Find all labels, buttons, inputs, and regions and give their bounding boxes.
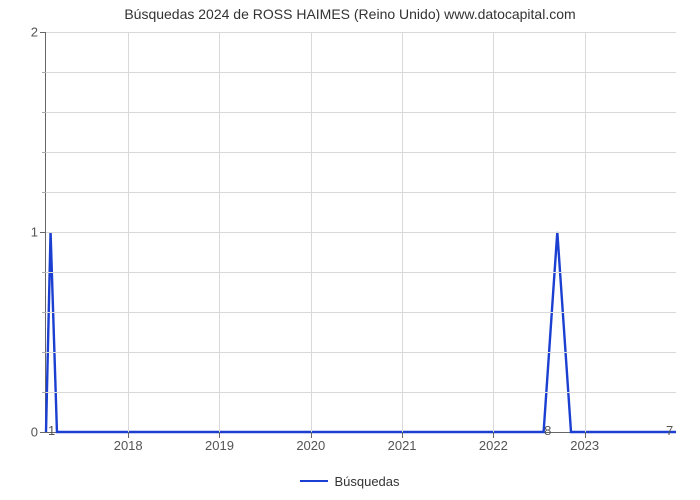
y-minor-tick xyxy=(42,312,46,313)
chart-container: Búsquedas 2024 de ROSS HAIMES (Reino Uni… xyxy=(0,0,700,500)
x-tick-label: 2022 xyxy=(479,432,508,453)
corner-label: 8 xyxy=(544,423,551,438)
x-tick-label: 2018 xyxy=(114,432,143,453)
grid-line-h-minor xyxy=(46,152,676,153)
grid-line-h-minor xyxy=(46,192,676,193)
legend: Búsquedas xyxy=(0,470,700,489)
y-tick-label: 2 xyxy=(31,25,46,40)
y-minor-tick xyxy=(42,152,46,153)
series-line xyxy=(46,232,676,432)
y-minor-tick xyxy=(42,392,46,393)
y-tick-label: 1 xyxy=(31,225,46,240)
grid-line-v xyxy=(219,32,220,432)
plot-area: 012201820192020202120222023187 xyxy=(45,32,676,433)
grid-line-h-minor xyxy=(46,352,676,353)
grid-line-h-minor xyxy=(46,272,676,273)
legend-label: Búsquedas xyxy=(334,474,399,489)
x-tick-label: 2019 xyxy=(205,432,234,453)
corner-label: 1 xyxy=(48,423,55,438)
x-tick-label: 2020 xyxy=(296,432,325,453)
grid-line-v xyxy=(493,32,494,432)
x-tick-label: 2023 xyxy=(570,432,599,453)
grid-line-h xyxy=(46,32,676,33)
grid-line-h-minor xyxy=(46,392,676,393)
y-minor-tick xyxy=(42,352,46,353)
grid-line-h xyxy=(46,232,676,233)
grid-line-v xyxy=(311,32,312,432)
y-minor-tick xyxy=(42,72,46,73)
corner-label: 7 xyxy=(666,423,673,438)
y-tick-label: 0 xyxy=(31,425,46,440)
grid-line-h-minor xyxy=(46,112,676,113)
grid-line-v xyxy=(402,32,403,432)
y-minor-tick xyxy=(42,192,46,193)
chart-title: Búsquedas 2024 de ROSS HAIMES (Reino Uni… xyxy=(0,6,700,22)
legend-swatch xyxy=(300,480,328,482)
grid-line-h-minor xyxy=(46,312,676,313)
x-tick-label: 2021 xyxy=(388,432,417,453)
y-minor-tick xyxy=(42,112,46,113)
grid-line-v xyxy=(585,32,586,432)
grid-line-h-minor xyxy=(46,72,676,73)
y-minor-tick xyxy=(42,272,46,273)
grid-line-v xyxy=(128,32,129,432)
legend-item: Búsquedas xyxy=(300,474,399,489)
